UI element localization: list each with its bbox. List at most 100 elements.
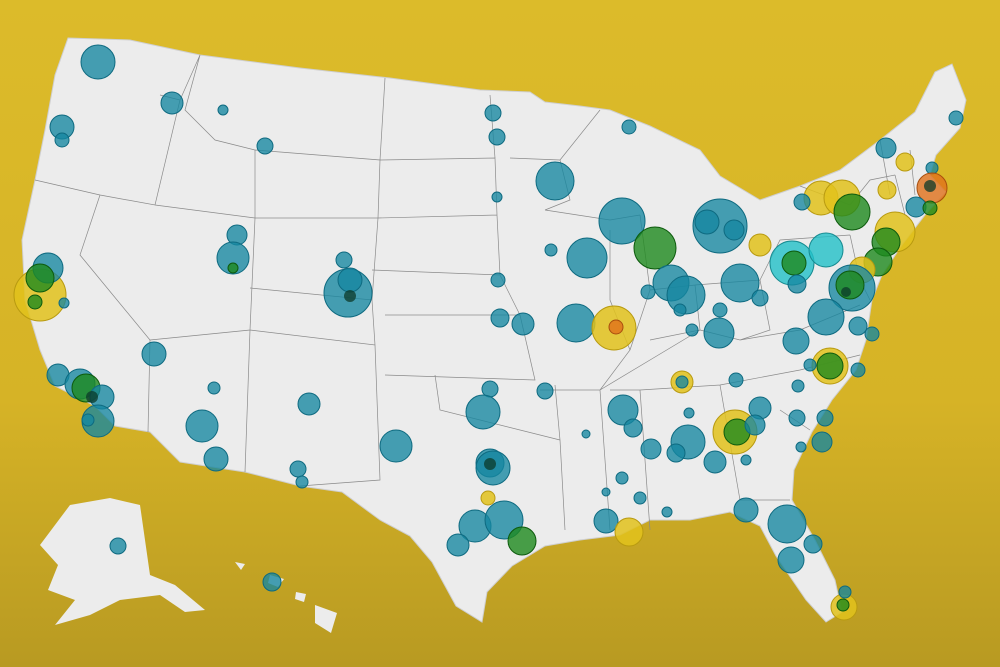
marker [803, 534, 823, 554]
marker [767, 504, 807, 544]
marker [807, 298, 845, 336]
marker [256, 137, 274, 155]
marker [782, 327, 810, 355]
marker [81, 413, 95, 427]
marker [948, 110, 964, 126]
marker [661, 506, 673, 518]
marker [58, 297, 70, 309]
marker [777, 546, 805, 574]
marker [86, 391, 98, 403]
marker [850, 362, 866, 378]
marker [623, 418, 643, 438]
marker [566, 237, 608, 279]
marker [720, 263, 760, 303]
marker [297, 392, 321, 416]
marker [490, 272, 506, 288]
marker [544, 243, 558, 257]
marker [511, 312, 535, 336]
marker [491, 191, 503, 203]
marker [593, 508, 619, 534]
marker [535, 161, 575, 201]
marker [841, 287, 851, 297]
marker [675, 375, 689, 389]
marker [536, 382, 554, 400]
marker [925, 161, 939, 175]
marker [723, 219, 745, 241]
marker [80, 44, 116, 80]
marker [507, 526, 537, 556]
marker [598, 197, 646, 245]
marker [895, 152, 915, 172]
marker [748, 233, 772, 257]
marker [781, 250, 807, 276]
marker [751, 289, 769, 307]
marker [185, 409, 219, 443]
marker [465, 394, 501, 430]
marker [633, 491, 647, 505]
markers [13, 44, 964, 621]
marker [335, 251, 353, 269]
marker [875, 137, 897, 159]
marker [207, 381, 221, 395]
marker [728, 372, 744, 388]
marker [608, 319, 624, 335]
marker [27, 294, 43, 310]
marker [816, 352, 844, 380]
marker [484, 458, 496, 470]
marker [295, 475, 309, 489]
marker [556, 303, 596, 343]
marker [703, 317, 735, 349]
marker [816, 409, 834, 427]
marker [683, 407, 695, 419]
marker [344, 290, 356, 302]
marker [833, 193, 871, 231]
marker [141, 341, 167, 367]
marker [808, 232, 844, 268]
marker [733, 497, 759, 523]
marker [740, 454, 752, 466]
marker [848, 316, 868, 336]
marker [803, 358, 817, 372]
marker [615, 471, 629, 485]
marker [712, 302, 728, 318]
marker [446, 533, 470, 557]
alaska [40, 498, 205, 625]
marker [54, 132, 70, 148]
marker [673, 303, 687, 317]
marker [379, 429, 413, 463]
marker [607, 394, 639, 426]
marker [838, 585, 852, 599]
marker [787, 274, 807, 294]
marker [694, 209, 720, 235]
marker [744, 414, 766, 436]
marker [685, 323, 699, 337]
marker [666, 443, 686, 463]
marker [203, 446, 229, 472]
marker [703, 450, 727, 474]
marker [227, 262, 239, 274]
marker [877, 180, 897, 200]
marker [217, 104, 229, 116]
marker [216, 241, 250, 275]
marker [836, 598, 850, 612]
marker [289, 460, 307, 478]
marker [788, 409, 806, 427]
marker [633, 226, 677, 270]
marker [484, 104, 502, 122]
marker [109, 537, 127, 555]
marker [666, 275, 706, 315]
marker [262, 572, 282, 592]
marker [337, 267, 363, 293]
marker [640, 438, 662, 460]
marker [621, 119, 637, 135]
marker [601, 487, 611, 497]
marker [640, 284, 656, 300]
marker [614, 517, 644, 547]
marker [795, 441, 807, 453]
marker [791, 379, 805, 393]
marker [811, 431, 833, 453]
marker [581, 429, 591, 439]
marker [924, 180, 936, 192]
marker [864, 326, 880, 342]
